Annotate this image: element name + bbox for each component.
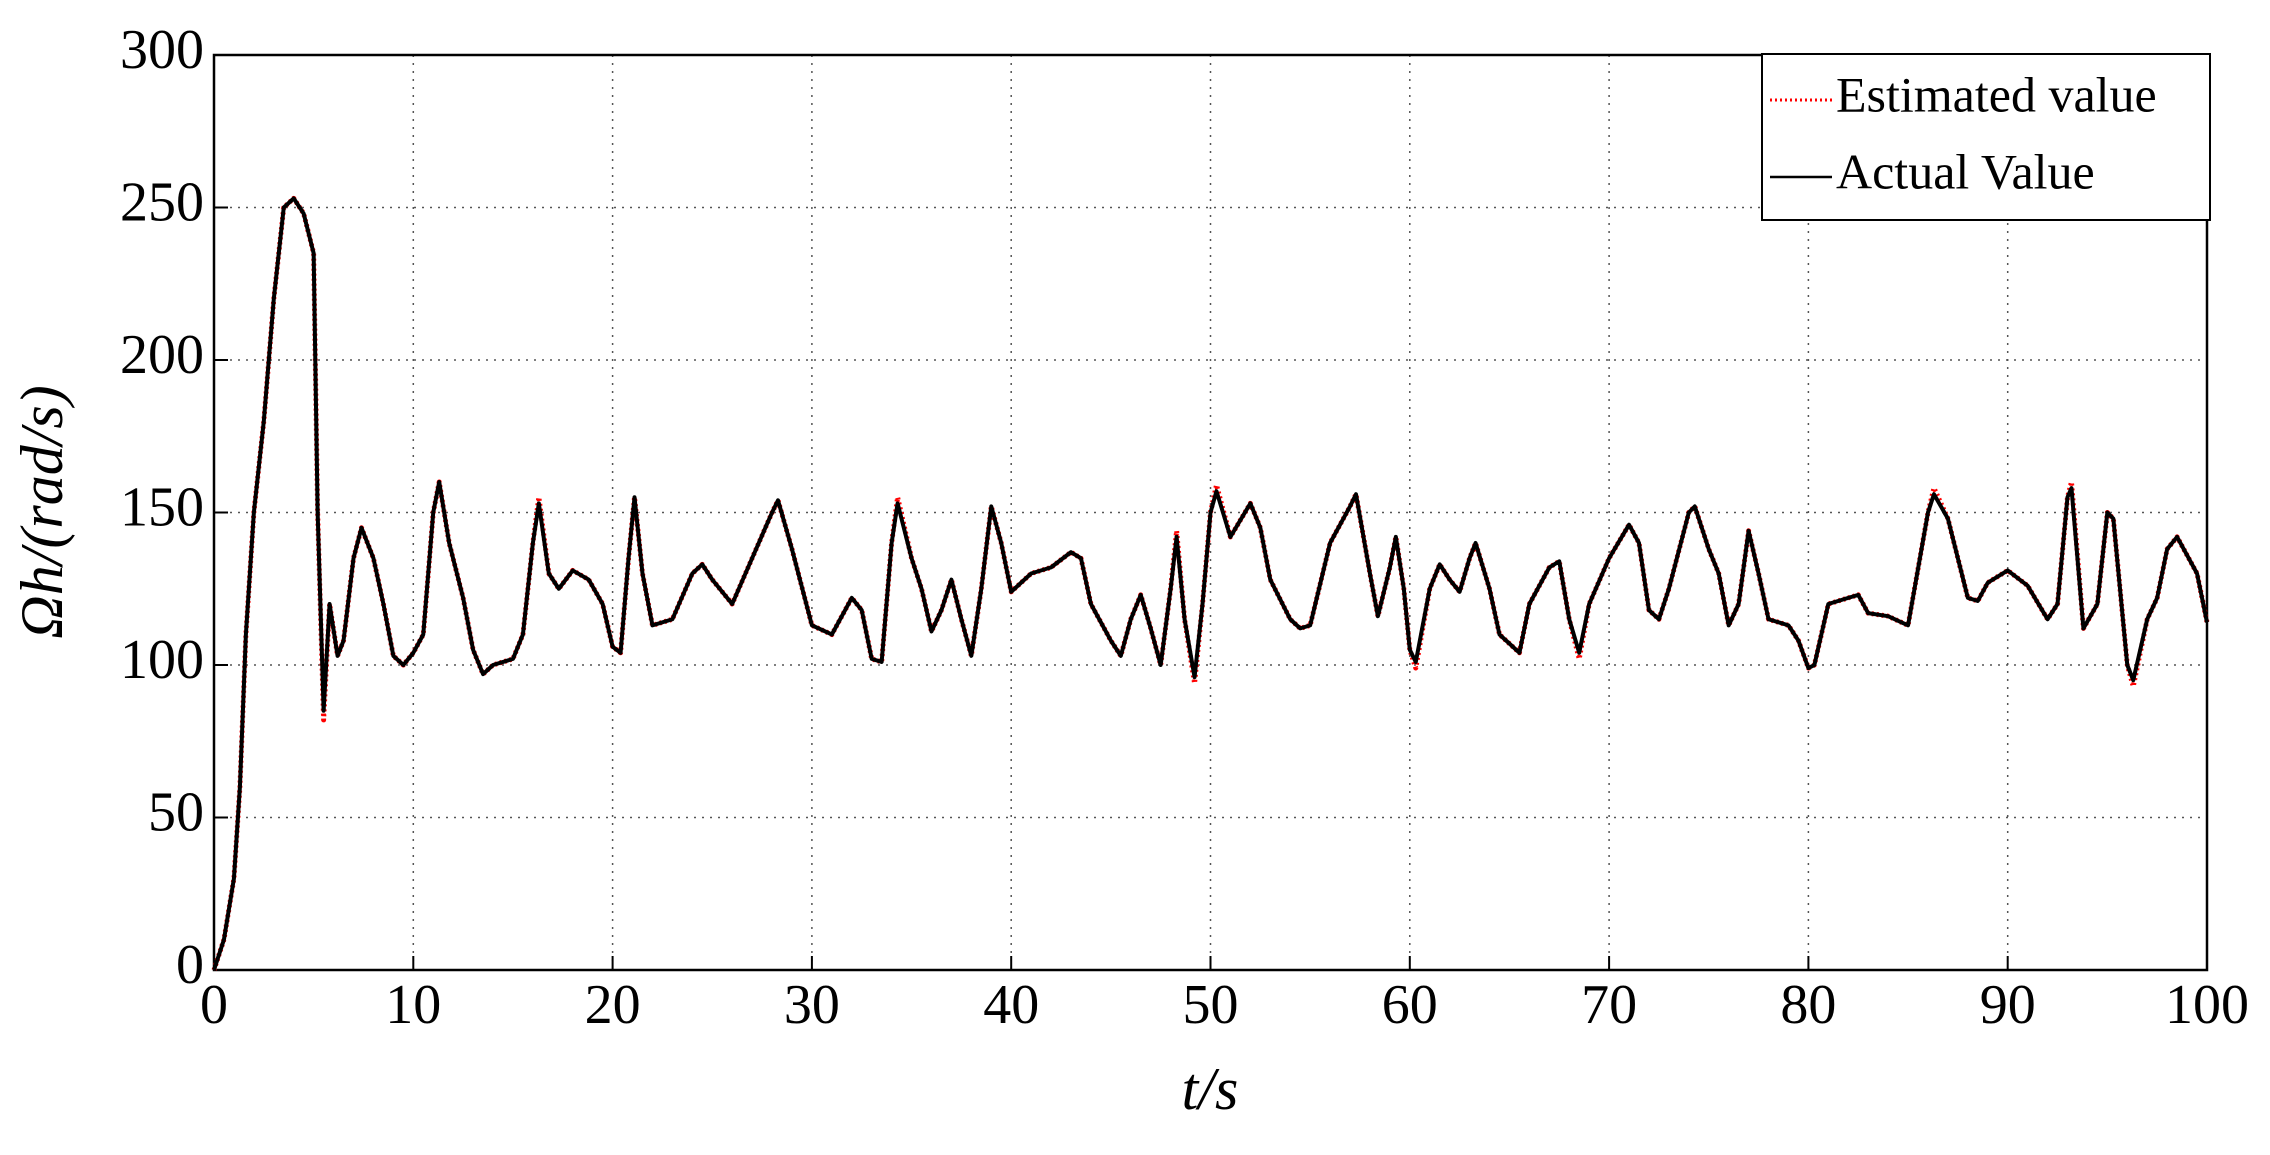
x-tick-label: 80 — [1780, 974, 1836, 1036]
x-tick-label: 100 — [2165, 974, 2249, 1036]
y-axis-label: Ωh/(rad/s) — [9, 385, 75, 638]
x-tick-label: 60 — [1382, 974, 1438, 1036]
x-tick-label: 90 — [1980, 974, 2036, 1036]
y-tick-label: 250 — [120, 171, 204, 233]
legend-label: Estimated value — [1836, 66, 2157, 122]
legend-label: Actual Value — [1836, 143, 2095, 199]
legend-box — [1761, 53, 2211, 221]
x-tick-label: 70 — [1581, 974, 1637, 1036]
y-tick-label: 150 — [120, 476, 204, 538]
x-tick-label: 0 — [200, 974, 228, 1036]
y-tick-label: 0 — [176, 934, 204, 996]
x-tick-label: 40 — [983, 974, 1039, 1036]
x-tick-label: 10 — [385, 974, 441, 1036]
y-tick-label: 300 — [120, 19, 204, 81]
x-tick-label: 30 — [784, 974, 840, 1036]
y-tick-label: 100 — [120, 629, 204, 691]
x-tick-label: 20 — [585, 974, 641, 1036]
x-tick-label: 50 — [1183, 974, 1239, 1036]
plot-frame — [212, 53, 2209, 972]
x-axis-label: t/s — [1182, 1056, 1239, 1122]
y-tick-label: 200 — [120, 324, 204, 386]
y-tick-label: 50 — [148, 781, 204, 843]
series-line — [212, 196, 2209, 971]
